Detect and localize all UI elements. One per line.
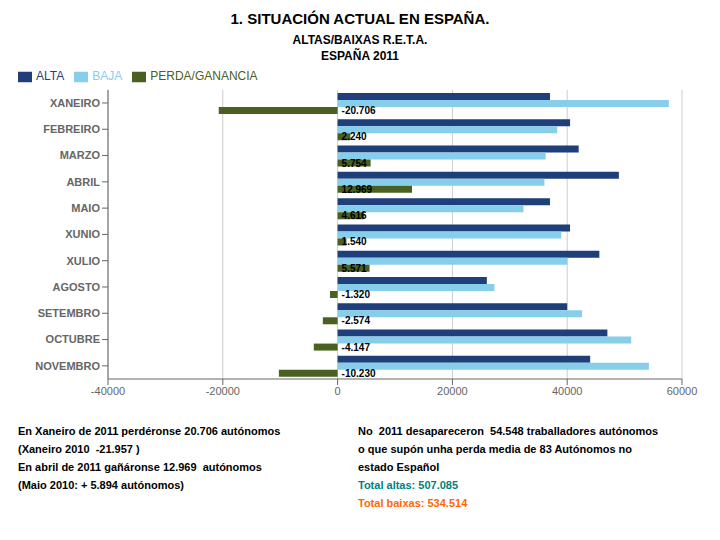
svg-text:60000: 60000 (667, 385, 698, 397)
svg-text:-40000: -40000 (91, 385, 125, 397)
svg-text:-20000: -20000 (206, 385, 240, 397)
html-text:ESPAÑA 2011: ESPAÑA 2011 (321, 49, 399, 63)
html-text:(Xaneiro 2010 -21.957 ): (Xaneiro 2010 -21.957 ) (18, 443, 140, 455)
svg-text:-4.147: -4.147 (342, 342, 371, 353)
svg-text:ABRIL: ABRIL (66, 176, 100, 188)
svg-text:1.540: 1.540 (342, 236, 367, 247)
html-text:estado Español: estado Español (358, 461, 440, 473)
svg-text:MAIO: MAIO (71, 202, 100, 214)
svg-text:20000: 20000 (437, 385, 468, 397)
svg-text:MARZO: MARZO (60, 149, 101, 161)
html-text:Total baixas: 534.514: Total baixas: 534.514 (358, 497, 468, 509)
svg-text:NOVEMBRO: NOVEMBRO (35, 360, 100, 372)
html-text:o que supón unha perda media d: o que supón unha perda media de 83 Autón… (358, 443, 632, 455)
svg-text:2.240: 2.240 (342, 131, 367, 142)
svg-text:SETEMBRO: SETEMBRO (38, 307, 101, 319)
svg-text:0: 0 (335, 385, 341, 397)
svg-text:-10.230: -10.230 (342, 368, 376, 379)
html-text:No 2011 desapareceron 54.548 t: No 2011 desapareceron 54.548 traballador… (358, 425, 659, 437)
svg-text:-1.320: -1.320 (342, 289, 371, 300)
svg-text:-20.706: -20.706 (342, 105, 376, 116)
svg-text:XUNIO: XUNIO (65, 228, 100, 240)
svg-text:XANEIRO: XANEIRO (50, 97, 101, 109)
html-text:ALTAS/BAIXAS R.E.T.A.: ALTAS/BAIXAS R.E.T.A. (292, 33, 428, 47)
html-text:ALTA: ALTA (36, 69, 65, 83)
svg-text:FEBREIRO: FEBREIRO (43, 123, 100, 135)
html-text:En abril de 2011 gañáronse 12.: En abril de 2011 gañáronse 12.969 autóno… (18, 461, 262, 473)
html-text:Total altas: 507.085: Total altas: 507.085 (358, 479, 459, 491)
html-text:En Xaneiro de 2011 perdéronse: En Xaneiro de 2011 perdéronse 20.706 aut… (18, 425, 281, 437)
svg-text:AGOSTO: AGOSTO (53, 281, 101, 293)
svg-text:12.969: 12.969 (342, 184, 373, 195)
svg-text:5.571: 5.571 (342, 263, 367, 274)
svg-text:-2.574: -2.574 (342, 315, 371, 326)
html-text:(Maio 2010: + 5.894 autónomos): (Maio 2010: + 5.894 autónomos) (18, 479, 184, 491)
svg-text:XULIO: XULIO (66, 255, 100, 267)
svg-text:40000: 40000 (552, 385, 583, 397)
svg-text:4.616: 4.616 (342, 210, 367, 221)
html-text:PERDA/GANANCIA: PERDA/GANANCIA (150, 69, 258, 83)
svg-text:5.754: 5.754 (342, 158, 367, 169)
svg-text:OCTUBRE: OCTUBRE (46, 333, 100, 345)
html-text:BAJA: BAJA (92, 69, 123, 83)
html-text:1. SITUACIÓN ACTUAL EN ESPAÑA.: 1. SITUACIÓN ACTUAL EN ESPAÑA. (230, 10, 490, 27)
